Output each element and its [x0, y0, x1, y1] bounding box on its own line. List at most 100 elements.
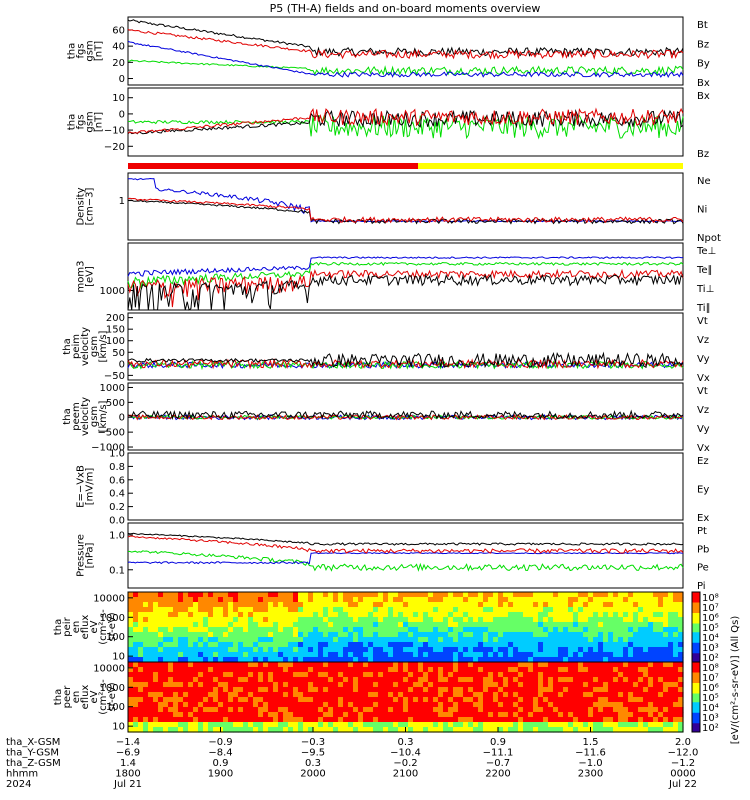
spectrogram-cell [588, 622, 594, 628]
spectrogram-cell [303, 667, 309, 673]
spectrogram-cell [543, 697, 549, 703]
spectrogram-cell [318, 622, 324, 628]
spectrogram-cell [133, 597, 139, 603]
spectrogram-cell [553, 652, 559, 658]
spectrogram-cell [548, 687, 554, 693]
spectrogram-cell [333, 602, 339, 608]
colorbar-cell [692, 634, 700, 637]
spectrogram-cell [428, 617, 434, 623]
spectrogram-cell [313, 707, 319, 713]
spectrogram-cell [423, 702, 429, 708]
spectrogram-cell [138, 607, 144, 613]
spectrogram-cell [358, 672, 364, 678]
spectrogram-cell [218, 642, 224, 648]
spectrogram-cell [653, 652, 659, 658]
spectrogram-cell [668, 672, 674, 678]
spectrogram-cell [138, 722, 144, 728]
spectrogram-cell [153, 637, 159, 643]
spectrogram-cell [553, 727, 559, 733]
spectrogram-cell [513, 687, 519, 693]
spectrogram-cell [568, 592, 574, 598]
spectrogram-cell [443, 697, 449, 703]
spectrogram-cell [668, 687, 674, 693]
spectrogram-cell [503, 727, 509, 733]
spectrogram-cell [583, 597, 589, 603]
spectrogram-cell [548, 682, 554, 688]
spectrogram-cell [638, 707, 644, 713]
spectrogram-cell [518, 602, 524, 608]
panel-frame [127, 452, 684, 521]
y-axis-label: mom3 [76, 261, 87, 293]
spectrogram-cell [163, 592, 169, 598]
spectrogram-cell [198, 677, 204, 683]
spectrogram-cell [643, 607, 649, 613]
spectrogram-cell [288, 617, 294, 623]
colorbar-cell [692, 667, 700, 670]
spectrogram-cell [248, 662, 254, 668]
spectrogram-cell [238, 632, 244, 638]
spectrogram-cell [638, 702, 644, 708]
spectrogram-cell [488, 632, 494, 638]
spectrogram-cell [578, 657, 584, 663]
spectrogram-cell [588, 597, 594, 603]
spectrogram-cell [288, 647, 294, 653]
spectrogram-cell [588, 692, 594, 698]
spectrogram-cell [393, 652, 399, 658]
spectrogram-cell [348, 657, 354, 663]
spectrogram-cell [458, 702, 464, 708]
spectrogram-cell [493, 657, 499, 663]
spectrogram-cell [528, 632, 534, 638]
spectrogram-cell [403, 677, 409, 683]
spectrogram-cell [448, 637, 454, 643]
spectrogram-cell [233, 627, 239, 633]
spectrogram-cell [608, 697, 614, 703]
spectrogram-cell [518, 667, 524, 673]
spectrogram-cell [628, 662, 634, 668]
x-tick-label: −0.2 [393, 758, 417, 769]
spectrogram-cell [278, 692, 284, 698]
spectrogram-cell [458, 622, 464, 628]
spectrogram-cell [418, 697, 424, 703]
spectrogram-cell [143, 712, 149, 718]
spectrogram-cell [403, 667, 409, 673]
spectrogram-cell [268, 722, 274, 728]
spectrogram-cell [408, 712, 414, 718]
spectrogram-cell [243, 702, 249, 708]
spectrogram-cell [323, 722, 329, 728]
spectrogram-cell [458, 637, 464, 643]
spectrogram-cell [308, 637, 314, 643]
spectrogram-cell [363, 642, 369, 648]
spectrogram-cell [583, 682, 589, 688]
spectrogram-cell [643, 692, 649, 698]
spectrogram-cell [618, 702, 624, 708]
spectrogram-cell [128, 722, 134, 728]
spectrogram-cell [428, 677, 434, 683]
spectrogram-cell [333, 682, 339, 688]
spectrogram-cell [303, 622, 309, 628]
spectrogram-cell [178, 727, 184, 733]
spectrogram-cell [508, 617, 514, 623]
spectrogram-cell [238, 682, 244, 688]
spectrogram-cell [663, 702, 669, 708]
x-row-name: tha_Y-GSM [6, 748, 59, 759]
spectrogram-cell [218, 597, 224, 603]
spectrogram-cell [178, 657, 184, 663]
spectrogram-cell [308, 592, 314, 598]
legend-Te⊥: Te⊥ [696, 246, 716, 257]
spectrogram-cell [233, 652, 239, 658]
spectrogram-cell [498, 672, 504, 678]
legend-By: By [697, 59, 710, 70]
spectrogram-cell [353, 717, 359, 723]
spectrogram-cell [183, 632, 189, 638]
spectrogram-cell [343, 612, 349, 618]
spectrogram-cell [668, 722, 674, 728]
spectrogram-cell [398, 607, 404, 613]
spectrogram-cell [203, 702, 209, 708]
spectrogram-cell [403, 717, 409, 723]
spectrogram-cell [628, 647, 634, 653]
spectrogram-cell [628, 637, 634, 643]
spectrogram-cell [498, 597, 504, 603]
spectrogram-cell [508, 677, 514, 683]
spectrogram-cell [143, 727, 149, 733]
spectrogram-cell [268, 692, 274, 698]
